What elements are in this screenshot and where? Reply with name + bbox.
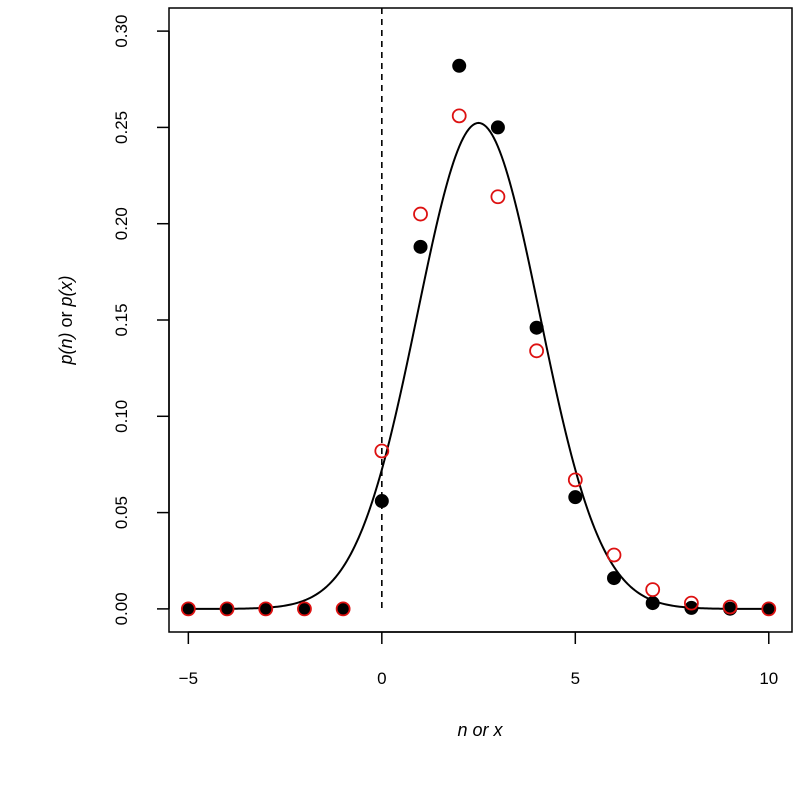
x-tick-label: 5 <box>571 669 580 688</box>
plot-area-border <box>168 7 793 633</box>
filled-point <box>529 320 544 335</box>
open-point <box>219 601 235 617</box>
x-tick-label: 0 <box>377 669 386 688</box>
y-tick-label: 0.15 <box>112 303 131 336</box>
filled-point <box>607 571 621 586</box>
x-tick-label: 10 <box>759 669 778 688</box>
filled-point <box>490 120 505 135</box>
open-point <box>683 595 699 611</box>
y-axis-title-part3: p(x) <box>56 275 76 307</box>
open-point <box>567 472 583 488</box>
y-tick-label: 0.20 <box>112 207 131 240</box>
filled-point <box>374 494 389 509</box>
open-point <box>451 108 467 124</box>
x-tick-label: −5 <box>179 669 198 688</box>
filled-point <box>568 490 583 505</box>
open-point <box>335 601 351 617</box>
filled-point <box>684 600 699 615</box>
open-point <box>761 601 777 617</box>
y-tick-label: 0.25 <box>112 111 131 144</box>
y-axis-title: p(n) or p(x) <box>56 275 76 365</box>
open-point <box>645 582 661 598</box>
open-point <box>490 189 506 205</box>
y-axis-title-part2: or <box>56 306 76 332</box>
x-axis-title: n or x <box>457 720 503 740</box>
y-tick-label: 0.30 <box>112 15 131 48</box>
density-curve <box>188 121 769 610</box>
filled-point <box>452 58 467 73</box>
x-axis-title-part1: n <box>457 720 467 740</box>
open-point <box>180 601 196 617</box>
x-axis-title-part2: or <box>468 720 494 740</box>
open-point <box>297 601 312 617</box>
open-point <box>606 547 622 563</box>
open-point <box>529 343 545 359</box>
open-point <box>413 206 428 222</box>
y-tick-label: 0.05 <box>112 496 131 529</box>
x-axis-title-part3: x <box>493 720 504 740</box>
x-axis: −5 0 5 10 <box>179 631 778 688</box>
filled-point <box>645 596 660 611</box>
y-tick-label: 0.00 <box>112 592 131 625</box>
open-point <box>374 443 390 459</box>
filled-point <box>413 239 428 254</box>
open-point <box>722 599 738 615</box>
open-point <box>258 601 274 617</box>
y-axis-title-part1: p(n) <box>56 333 76 366</box>
data-marks <box>180 8 777 617</box>
y-tick-label: 0.10 <box>112 400 131 433</box>
y-axis: 0.00 0.05 0.10 0.15 0.20 0.25 0.30 <box>112 15 170 625</box>
